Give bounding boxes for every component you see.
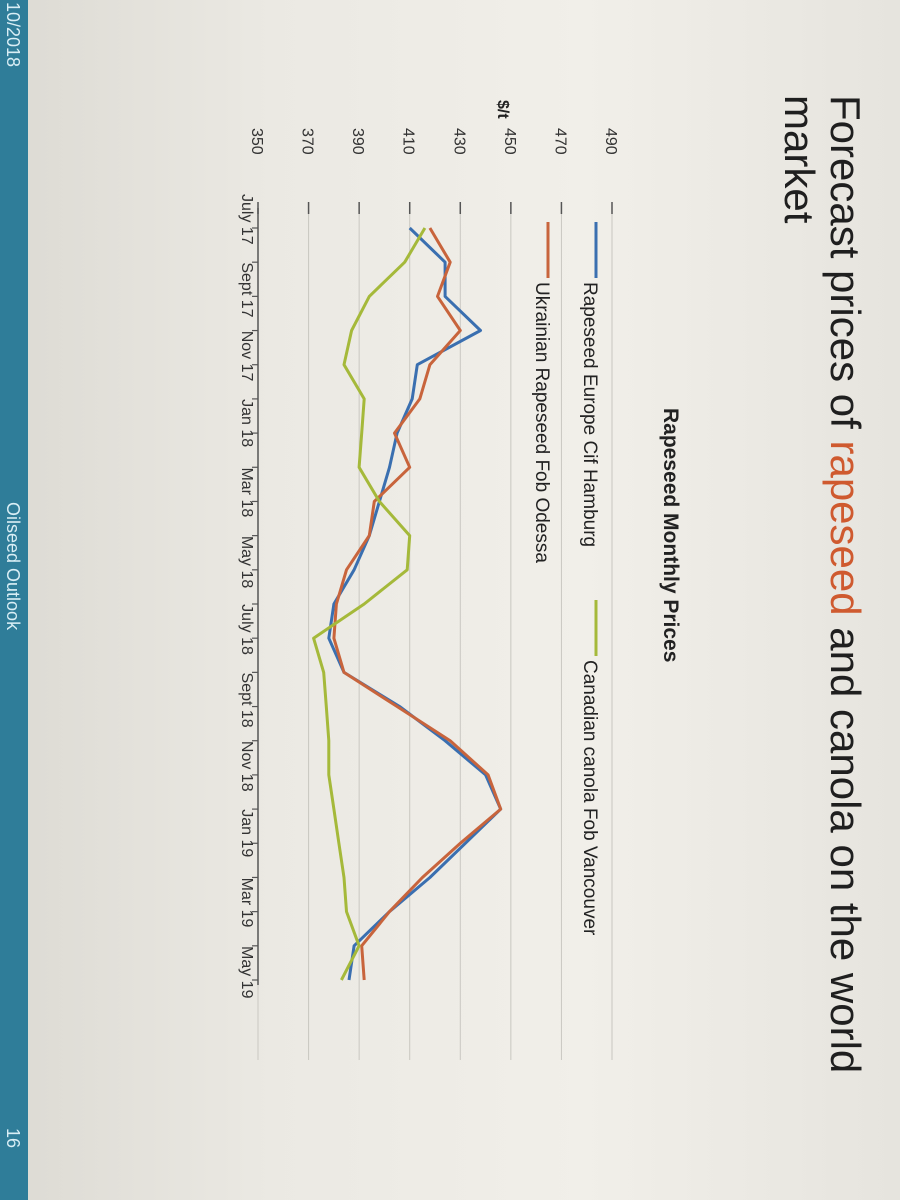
x-tick-label: Sept 17 — [238, 262, 255, 317]
footer-bar — [0, 0, 28, 1200]
x-tick-label: Mar 18 — [238, 467, 255, 517]
y-tick-label: 410 — [400, 128, 417, 155]
x-tick-label: Nov 18 — [238, 741, 255, 792]
y-tick-label: 430 — [450, 128, 467, 155]
y-tick-label: 470 — [551, 128, 568, 155]
series-line-rapeseed-europe — [327, 226, 503, 981]
x-tick-label: Mar 19 — [238, 878, 255, 928]
y-tick-label: 370 — [299, 128, 316, 155]
y-axis-label: $/t — [494, 100, 511, 119]
x-tick-label: July 18 — [238, 604, 255, 655]
x-tick-label: Jan 19 — [238, 809, 255, 857]
x-tick-label: May 19 — [238, 946, 255, 999]
x-tick-label: Jan 18 — [238, 399, 255, 447]
y-tick-label: 350 — [248, 128, 265, 155]
x-tick-label: Sept 18 — [238, 673, 255, 728]
y-tick-label: 490 — [602, 128, 619, 155]
series-line-canadian — [312, 227, 427, 981]
x-tick-label: May 18 — [238, 536, 255, 589]
x-tick-label: July 17 — [238, 194, 255, 245]
y-tick-label: 390 — [349, 128, 366, 155]
x-tick-label: Nov 17 — [238, 331, 255, 382]
series-line-ukrainian — [332, 227, 503, 981]
y-tick-label: 450 — [501, 128, 518, 155]
